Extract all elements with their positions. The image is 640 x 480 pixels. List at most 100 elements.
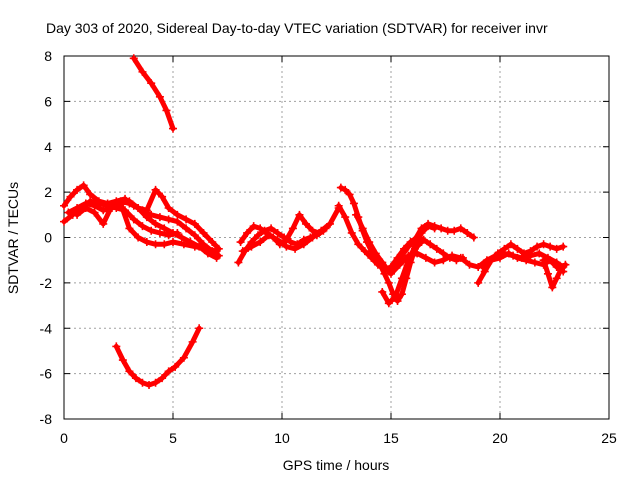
data-point — [158, 192, 167, 201]
data-point — [164, 367, 173, 376]
data-point — [134, 204, 143, 213]
data-point — [190, 242, 199, 251]
data-point — [439, 249, 448, 258]
x-tick-label: 20 — [492, 430, 508, 446]
data-point — [134, 233, 143, 242]
data-point — [169, 238, 177, 247]
data-point — [373, 260, 382, 269]
data-point — [513, 253, 522, 262]
data-point — [426, 240, 435, 249]
data-point — [417, 228, 426, 237]
x-tick-label: 25 — [601, 430, 617, 446]
data-point — [561, 260, 570, 269]
data-point — [295, 210, 304, 219]
data-point — [384, 278, 393, 287]
data-point — [73, 210, 82, 219]
data-point — [73, 204, 82, 213]
data-point — [264, 231, 273, 240]
data-point — [73, 185, 82, 194]
data-point — [456, 253, 465, 262]
data-point — [424, 222, 433, 231]
data-point — [155, 92, 164, 101]
data-point — [179, 240, 188, 249]
data-point — [378, 258, 387, 267]
data-point — [301, 219, 310, 228]
data-point — [539, 240, 548, 249]
series-trace — [74, 201, 220, 254]
data-point — [317, 226, 326, 235]
data-point — [112, 342, 121, 351]
y-tick-label: 2 — [44, 184, 52, 200]
data-point — [138, 378, 147, 387]
series-track-18 — [378, 222, 439, 308]
data-point — [352, 210, 361, 219]
data-point — [99, 206, 108, 215]
data-point — [160, 240, 169, 249]
data-point — [308, 226, 317, 235]
data-point — [99, 219, 108, 228]
data-point — [456, 224, 465, 233]
data-point — [238, 247, 247, 256]
data-point — [129, 54, 138, 63]
data-point — [81, 204, 90, 213]
data-point — [387, 269, 395, 278]
data-point — [543, 269, 552, 278]
data-point — [378, 287, 387, 296]
data-point — [463, 228, 472, 237]
data-point — [354, 240, 363, 249]
grid-lines — [64, 56, 609, 419]
data-point — [439, 256, 448, 265]
data-point — [66, 192, 75, 201]
data-point — [535, 249, 544, 258]
data-point — [478, 262, 487, 271]
data-point — [243, 228, 252, 237]
series-track-2 — [112, 324, 204, 389]
data-point — [234, 258, 243, 267]
data-point — [247, 242, 256, 251]
data-point — [360, 247, 369, 256]
data-point — [288, 224, 297, 233]
data-point — [384, 299, 393, 308]
data-point — [393, 297, 402, 306]
data-point — [158, 374, 167, 383]
data-point — [539, 256, 548, 265]
data-point — [336, 183, 345, 192]
y-tick-label: -4 — [40, 320, 53, 336]
data-point — [162, 106, 171, 115]
data-point — [254, 231, 263, 240]
data-point — [546, 242, 555, 251]
data-point — [282, 242, 291, 251]
data-point — [118, 356, 127, 365]
data-point — [190, 231, 199, 240]
data-point — [86, 190, 95, 199]
data-point — [474, 278, 483, 287]
data-point — [480, 267, 489, 276]
data-point — [188, 337, 197, 346]
data-point — [308, 233, 317, 242]
axis-ticks: 0 5 10 15 20 25 -8 -6 -4 -2 0 2 4 6 8 — [40, 48, 617, 446]
chart-title: Day 303 of 2020, Sidereal Day-to-day VTE… — [46, 20, 548, 36]
data-point — [129, 215, 138, 224]
y-tick-label: 8 — [44, 48, 52, 64]
x-tick-label: 10 — [274, 430, 290, 446]
data-point — [548, 283, 557, 292]
data-point — [151, 240, 160, 249]
data-point — [557, 265, 566, 274]
data-point — [410, 242, 419, 251]
data-point — [142, 238, 151, 247]
data-point — [365, 238, 374, 247]
data-point — [64, 208, 73, 217]
data-point — [267, 224, 276, 233]
data-point — [171, 362, 180, 371]
data-point — [552, 244, 561, 253]
data-point — [256, 238, 265, 247]
data-point — [212, 253, 221, 262]
data-point — [90, 201, 99, 210]
data-point — [282, 235, 291, 244]
data-point — [506, 240, 515, 249]
data-point — [397, 274, 406, 283]
data-point — [299, 240, 308, 249]
data-point — [173, 210, 182, 219]
data-point — [291, 244, 300, 253]
data-point — [151, 219, 160, 228]
